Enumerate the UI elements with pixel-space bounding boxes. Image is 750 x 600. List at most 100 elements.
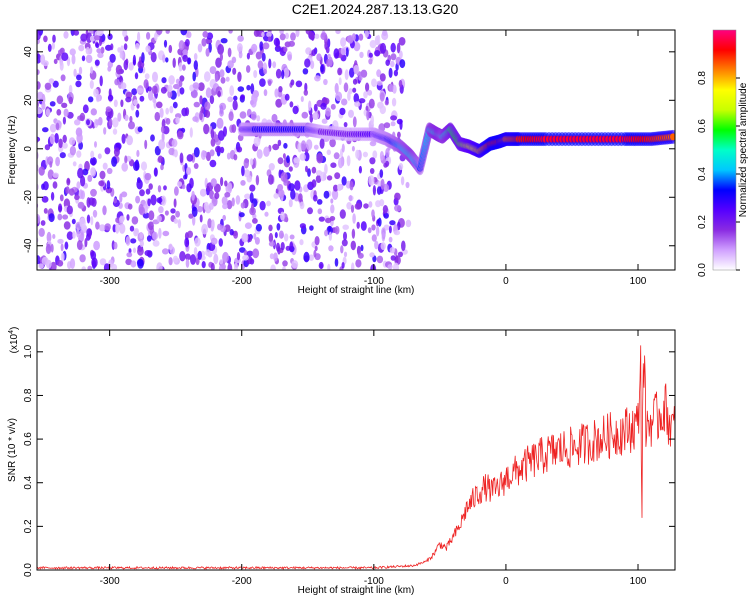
noise-blob [351, 145, 355, 152]
noise-blob [38, 166, 45, 176]
noise-blob [246, 84, 251, 91]
noise-blob [328, 231, 333, 241]
noise-blob [399, 50, 403, 59]
noise-blob [309, 225, 314, 231]
noise-blob [105, 106, 112, 113]
noise-blob [369, 252, 375, 258]
noise-blob [285, 32, 289, 40]
noise-blob [178, 62, 183, 72]
noise-blob [343, 251, 348, 258]
noise-blob [318, 216, 325, 222]
noise-blob [58, 203, 63, 213]
noise-blob [99, 258, 107, 266]
noise-blob [242, 254, 249, 261]
noise-blob [186, 154, 194, 162]
noise-blob [30, 67, 36, 74]
noise-blob [152, 71, 158, 83]
noise-blob [270, 264, 276, 270]
noise-blob [217, 90, 221, 98]
noise-blob [107, 94, 114, 102]
noise-blob [69, 137, 76, 146]
noise-blob [190, 89, 198, 99]
noise-blob [194, 237, 201, 247]
x-tick-label: -100 [364, 276, 384, 287]
snr-x-ticks: -300 -200 -100 0 100 [100, 330, 647, 587]
noise-blob [254, 237, 260, 245]
noise-blob [85, 46, 91, 55]
noise-blob [193, 60, 198, 71]
noise-blob [204, 101, 211, 111]
x-tick-label: -300 [100, 276, 120, 287]
noise-blob [136, 87, 144, 94]
noise-blob [193, 147, 200, 158]
noise-blob [363, 91, 368, 99]
snr-plot-area [37, 345, 675, 570]
noise-blob [253, 70, 258, 78]
noise-blob [57, 238, 64, 244]
noise-blob [370, 264, 377, 270]
noise-blob [350, 204, 355, 213]
noise-blob [328, 56, 333, 67]
noise-blob [282, 153, 286, 159]
noise-blob [137, 31, 141, 43]
noise-blob [52, 172, 59, 178]
noise-blob [266, 31, 272, 38]
colorbar-ticks: 0.0 0.2 0.4 0.6 0.8 [697, 71, 740, 277]
noise-blob [192, 82, 200, 89]
noise-blob [256, 149, 263, 159]
noise-blob [164, 210, 169, 216]
noise-blob [228, 111, 234, 122]
noise-blob [268, 232, 274, 243]
noise-blob [73, 68, 77, 77]
noise-blob [128, 121, 135, 130]
noise-blob [148, 210, 155, 221]
noise-blob [397, 131, 401, 139]
noise-blob [41, 101, 46, 111]
noise-blob [237, 86, 245, 92]
noise-blob [383, 212, 389, 219]
noise-blob [277, 157, 284, 165]
noise-blob [43, 35, 48, 43]
noise-blob [261, 31, 265, 38]
noise-blob [323, 78, 328, 86]
noise-blob [112, 117, 119, 128]
noise-blob [90, 66, 94, 74]
noise-blob [311, 49, 316, 57]
noise-blob [288, 166, 293, 172]
noise-blob [145, 45, 151, 53]
noise-blob [253, 233, 257, 240]
noise-blob [216, 117, 224, 129]
noise-blob [135, 109, 140, 118]
noise-blob [218, 238, 223, 247]
noise-blob [379, 105, 386, 115]
noise-blob [162, 54, 166, 63]
noise-blob [261, 52, 266, 62]
noise-blob [259, 200, 266, 211]
noise-blob [235, 195, 241, 205]
noise-blob [57, 213, 63, 221]
noise-blob [369, 168, 375, 174]
noise-blob [121, 191, 128, 198]
noise-blob [63, 31, 69, 39]
noise-blob [177, 87, 181, 97]
noise-blob [147, 198, 151, 207]
noise-blob [52, 34, 56, 43]
noise-blob [292, 105, 299, 115]
noise-blob [68, 96, 74, 105]
noise-blob [181, 107, 188, 117]
noise-blob [41, 256, 49, 266]
noise-blob [80, 175, 86, 187]
noise-blob [323, 190, 330, 199]
noise-blob [280, 171, 288, 183]
noise-blob [376, 69, 382, 78]
noise-blob [303, 89, 308, 96]
noise-blob [202, 31, 209, 38]
noise-blob [72, 231, 76, 239]
noise-blob [273, 193, 279, 199]
noise-blob [79, 112, 86, 122]
noise-blob [357, 252, 364, 259]
noise-blob [299, 223, 306, 229]
noise-blob [78, 141, 83, 150]
noise-blob [77, 201, 85, 209]
noise-blob [300, 140, 307, 151]
